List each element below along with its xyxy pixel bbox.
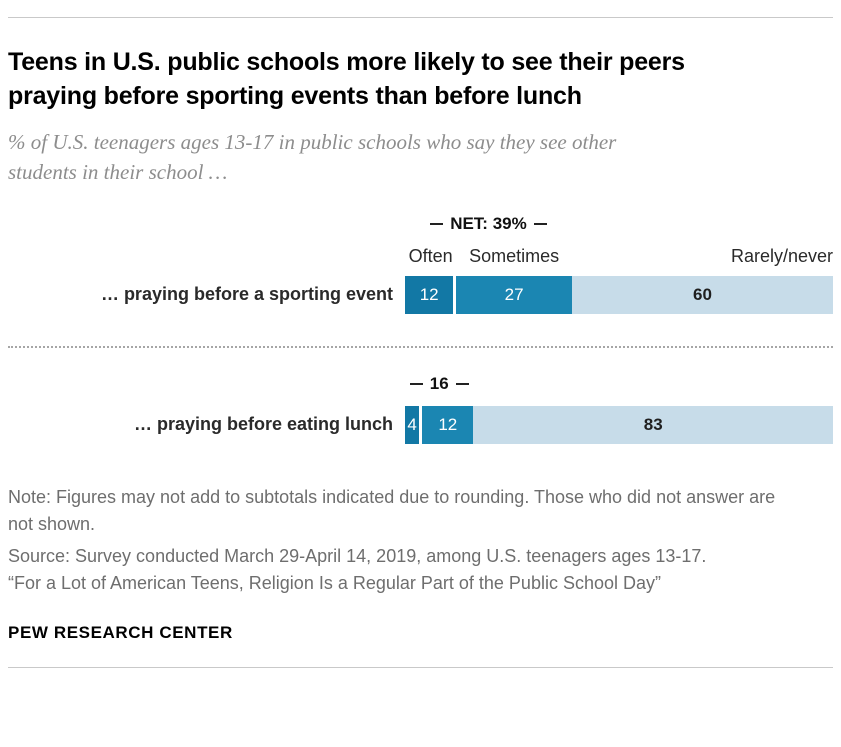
bar-segment-rarely-never: 60 [571, 275, 833, 314]
footnotes: Note: Figures may not add to subtotals i… [8, 484, 833, 597]
value-label-often: 12 [419, 284, 439, 304]
category-label-sporting: … praying before a sporting event [100, 284, 393, 305]
stacked-bar-lunch: 4 12 83 [405, 405, 833, 444]
category-label-lunch: … praying before eating lunch [133, 414, 393, 435]
report-title-text: “For a Lot of American Teens, Religion I… [8, 572, 661, 593]
value-label-sometimes-2: 12 [438, 414, 458, 434]
stacked-bar-chart: NET: 39% Often Sometimes Rarely/never … … [8, 214, 833, 444]
note-text: Note: Figures may not add to subtotals i… [8, 486, 776, 534]
series-label-often: Often [408, 245, 453, 266]
header-cells: Often Sometimes Rarely/never [405, 246, 833, 267]
value-label-sometimes: 27 [504, 284, 524, 304]
net-label-text-2: 16 [429, 373, 449, 393]
stacked-bar-sporting: 12 27 60 [405, 275, 833, 314]
net-col-sporting: NET: 39% [405, 214, 833, 234]
series-header-row: Often Sometimes Rarely/never [8, 246, 833, 267]
chart-card: Teens in U.S. public schools more likely… [0, 17, 841, 668]
bottom-rule [8, 666, 833, 668]
chart-subtitle: % of U.S. teenagers ages 13-17 in public… [8, 130, 617, 185]
bar-track-sporting: 12 27 60 [405, 275, 833, 314]
series-label-rarely-never: Rarely/never [730, 245, 833, 266]
net-row-lunch: 16 [8, 374, 833, 394]
series-label-sometimes: Sometimes [469, 245, 560, 266]
bar-segment-often: 12 [405, 275, 457, 314]
page-title: Teens in U.S. public schools more likely… [8, 48, 685, 110]
net-row-sporting: NET: 39% [8, 214, 833, 234]
bar-segment-often-2: 4 [405, 405, 423, 444]
header-cells-col: Often Sometimes Rarely/never [405, 246, 833, 267]
net-dash-right-2 [455, 382, 469, 385]
bar-segment-sometimes: 27 [456, 275, 572, 314]
bar-row-eating-lunch: … praying before eating lunch 4 12 83 [8, 405, 833, 444]
bar-segment-rarely-never-2: 83 [473, 405, 833, 444]
value-label-rarely-never-2: 83 [643, 414, 663, 434]
source-text: Source: Survey conducted March 29-April … [8, 545, 707, 566]
dotted-divider [8, 345, 833, 348]
net-dash-right [533, 222, 547, 225]
net-dash-left-2 [409, 382, 423, 385]
bar-segment-sometimes-2: 12 [422, 405, 474, 444]
bar-track-lunch: 4 12 83 [405, 405, 833, 444]
net-label-text: NET: 39% [450, 213, 527, 233]
net-dash-left [430, 222, 444, 225]
bar-row-sporting-event: … praying before a sporting event 12 27 … [8, 275, 833, 314]
value-label-rarely-never: 60 [692, 284, 712, 304]
pew-research-center-wordmark: PEW RESEARCH CENTER [8, 622, 233, 642]
value-label-often-2: 4 [407, 414, 417, 434]
net-label-sporting: NET: 39% [405, 214, 572, 234]
net-label-lunch: 16 [405, 374, 473, 394]
top-rule [8, 17, 833, 18]
net-col-lunch: 16 [405, 374, 833, 394]
